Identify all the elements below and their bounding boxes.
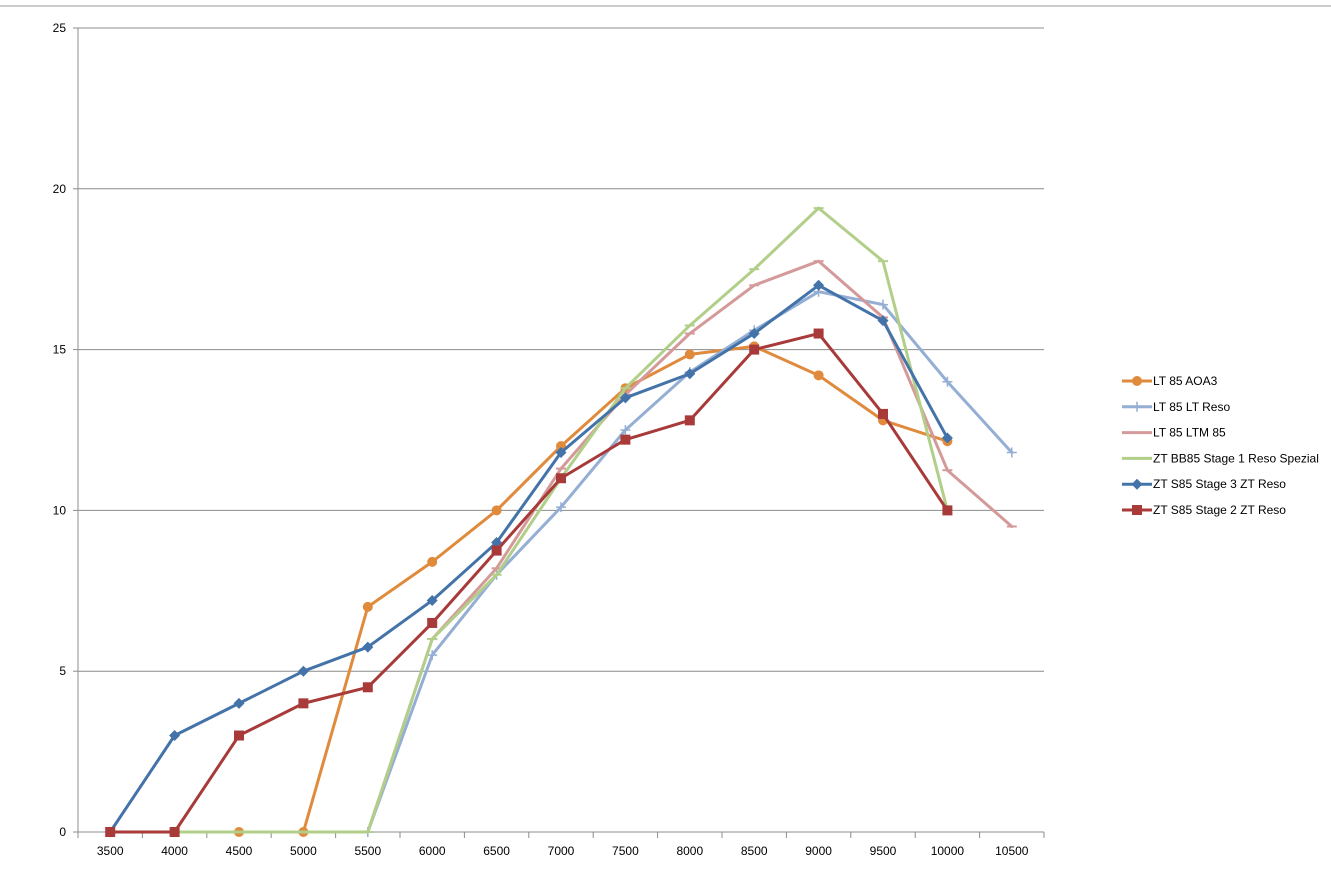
series-line xyxy=(237,344,949,834)
legend-entry: ZT S85 Stage 3 ZT Reso xyxy=(1122,477,1286,491)
legend-marker xyxy=(1132,505,1142,515)
x-tick-label: 7000 xyxy=(548,844,575,858)
data-point xyxy=(362,601,373,612)
y-tick-label: 10 xyxy=(53,503,67,517)
legend-entry: LT 85 AOA3 xyxy=(1122,374,1218,388)
data-point xyxy=(362,641,374,653)
data-point xyxy=(684,415,695,426)
data-point xyxy=(877,315,889,327)
legend: LT 85 AOA3 LT 85 LT Reso LT 85 LTM 85 ZT BB… xyxy=(1122,374,1319,517)
series-line xyxy=(108,283,949,834)
data-point xyxy=(813,279,825,291)
legend-label: ZT S85 Stage 3 ZT Reso xyxy=(1153,477,1286,491)
data-point xyxy=(941,432,953,444)
x-tick-label: 5500 xyxy=(354,844,381,858)
x-tick-label: 6500 xyxy=(483,844,510,858)
y-tick-label: 20 xyxy=(53,182,67,196)
data-point xyxy=(427,650,438,661)
series-4 xyxy=(169,206,953,834)
legend-marker xyxy=(1131,478,1143,490)
legend-label: ZT BB85 Stage 1 Reso Spezial xyxy=(1153,451,1319,465)
data-point xyxy=(878,408,888,419)
legend-label: LT 85 LTM 85 xyxy=(1153,426,1226,440)
data-point xyxy=(749,344,760,355)
x-tick-label: 8500 xyxy=(741,844,768,858)
data-point xyxy=(556,473,566,484)
x-tick-label: 10000 xyxy=(931,844,965,858)
data-point xyxy=(491,505,502,516)
data-point xyxy=(620,434,631,445)
data-point xyxy=(427,556,438,567)
x-tick-label: 9000 xyxy=(805,844,832,858)
x-tick-label: 3500 xyxy=(97,844,124,858)
x-tick-label: 4500 xyxy=(226,844,253,858)
legend-entry: ZT S85 Stage 2 ZT Reso xyxy=(1122,503,1286,517)
data-point xyxy=(813,328,824,339)
data-point xyxy=(298,698,309,709)
data-point xyxy=(878,299,888,310)
data-point xyxy=(362,682,373,693)
x-axis-tick-labels: 3500 4000 4500 5000 5500 6000 6500 7000 7500 8000… xyxy=(97,844,1029,858)
y-tick-label: 15 xyxy=(53,343,67,357)
data-point xyxy=(426,594,438,606)
data-point xyxy=(234,730,244,741)
data-point xyxy=(813,370,824,381)
data-point xyxy=(748,328,760,340)
data-point xyxy=(556,502,566,513)
y-axis-tick-labels: 0 5 10 15 20 25 xyxy=(53,21,67,839)
data-point xyxy=(684,349,695,360)
data-point xyxy=(427,617,438,628)
legend-label: ZT S85 Stage 2 ZT Reso xyxy=(1153,503,1286,517)
legend-marker xyxy=(1132,401,1142,412)
data-point xyxy=(169,827,180,837)
x-tick-label: 8000 xyxy=(676,844,703,858)
legend-label: LT 85 AOA3 xyxy=(1153,374,1218,388)
legend-marker xyxy=(1132,376,1142,386)
data-point xyxy=(105,827,116,837)
x-tick-label: 6000 xyxy=(419,844,446,858)
data-point xyxy=(942,505,953,516)
legend-label: LT 85 LT Reso xyxy=(1153,400,1230,414)
data-point xyxy=(555,447,567,459)
legend-entry: LT 85 LT Reso xyxy=(1122,400,1230,414)
data-point xyxy=(297,665,309,677)
y-tick-label: 25 xyxy=(53,21,67,35)
data-point xyxy=(169,730,181,742)
legend-entry: ZT BB85 Stage 1 Reso Spezial xyxy=(1122,451,1319,465)
x-tick-label: 9500 xyxy=(870,844,897,858)
series-lines xyxy=(104,206,1017,838)
x-tick-label: 5000 xyxy=(290,844,317,858)
data-point xyxy=(233,697,245,709)
series-line xyxy=(173,206,949,834)
data-point xyxy=(620,425,631,435)
data-point xyxy=(619,392,631,404)
y-tick-label: 5 xyxy=(59,664,66,678)
axes xyxy=(73,27,1045,838)
data-point xyxy=(491,545,502,556)
series-6 xyxy=(105,328,953,837)
series-line xyxy=(108,332,949,834)
series-5 xyxy=(104,279,953,838)
x-tick-label: 7500 xyxy=(612,844,639,858)
series-line xyxy=(366,259,1014,834)
x-tick-label: 4000 xyxy=(161,844,188,858)
legend-entry: LT 85 LTM 85 xyxy=(1122,426,1226,440)
data-point xyxy=(942,376,953,387)
x-tick-label: 10500 xyxy=(995,844,1029,858)
series-1 xyxy=(234,341,953,837)
data-point xyxy=(684,368,696,380)
y-tick-label: 0 xyxy=(59,825,66,839)
data-point xyxy=(1006,447,1017,458)
